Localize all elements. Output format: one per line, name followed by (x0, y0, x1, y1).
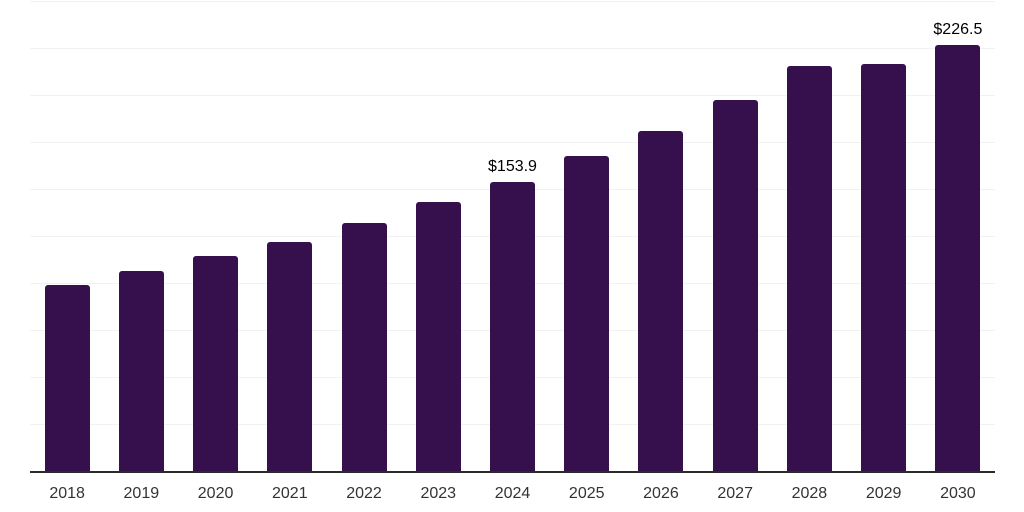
x-tick-label-2027: 2027 (717, 485, 753, 502)
x-tick-label-2030: 2030 (940, 485, 976, 502)
bar-2021 (267, 241, 313, 471)
x-tick-label-2026: 2026 (643, 485, 679, 502)
x-tick-label-2024: 2024 (494, 485, 531, 502)
bar-value-label-2024: $153.9 (488, 157, 537, 175)
x-axis-line (30, 471, 995, 473)
bar-2028 (786, 65, 832, 471)
x-tick-label-2028: 2028 (791, 485, 828, 502)
gridline (30, 142, 995, 143)
x-tick-label-2020: 2020 (197, 485, 234, 502)
bar-2030 (935, 45, 981, 471)
bar-2029 (861, 63, 907, 471)
bar-2025 (564, 156, 610, 471)
bar-2027 (712, 100, 758, 471)
x-tick-label-2023: 2023 (420, 485, 457, 502)
x-tick-label-2021: 2021 (272, 485, 308, 502)
gridline (30, 1, 995, 2)
gridline (30, 48, 995, 49)
x-tick-label-2018: 2018 (49, 485, 85, 502)
bar-2020 (193, 255, 239, 471)
x-tick-label-2022: 2022 (346, 485, 382, 502)
x-tick-label-2019: 2019 (123, 485, 160, 502)
bar-2023 (415, 202, 461, 471)
bar-2024 (490, 181, 535, 471)
x-tick-label-2025: 2025 (568, 485, 605, 502)
bar-value-label-2030: $226.5 (933, 21, 983, 39)
bar-2018 (44, 285, 90, 471)
x-tick-label-2029: 2029 (865, 485, 902, 502)
bar-2026 (638, 130, 684, 471)
gridline (30, 95, 995, 96)
bar-2022 (341, 223, 387, 471)
bar-2019 (118, 270, 164, 471)
